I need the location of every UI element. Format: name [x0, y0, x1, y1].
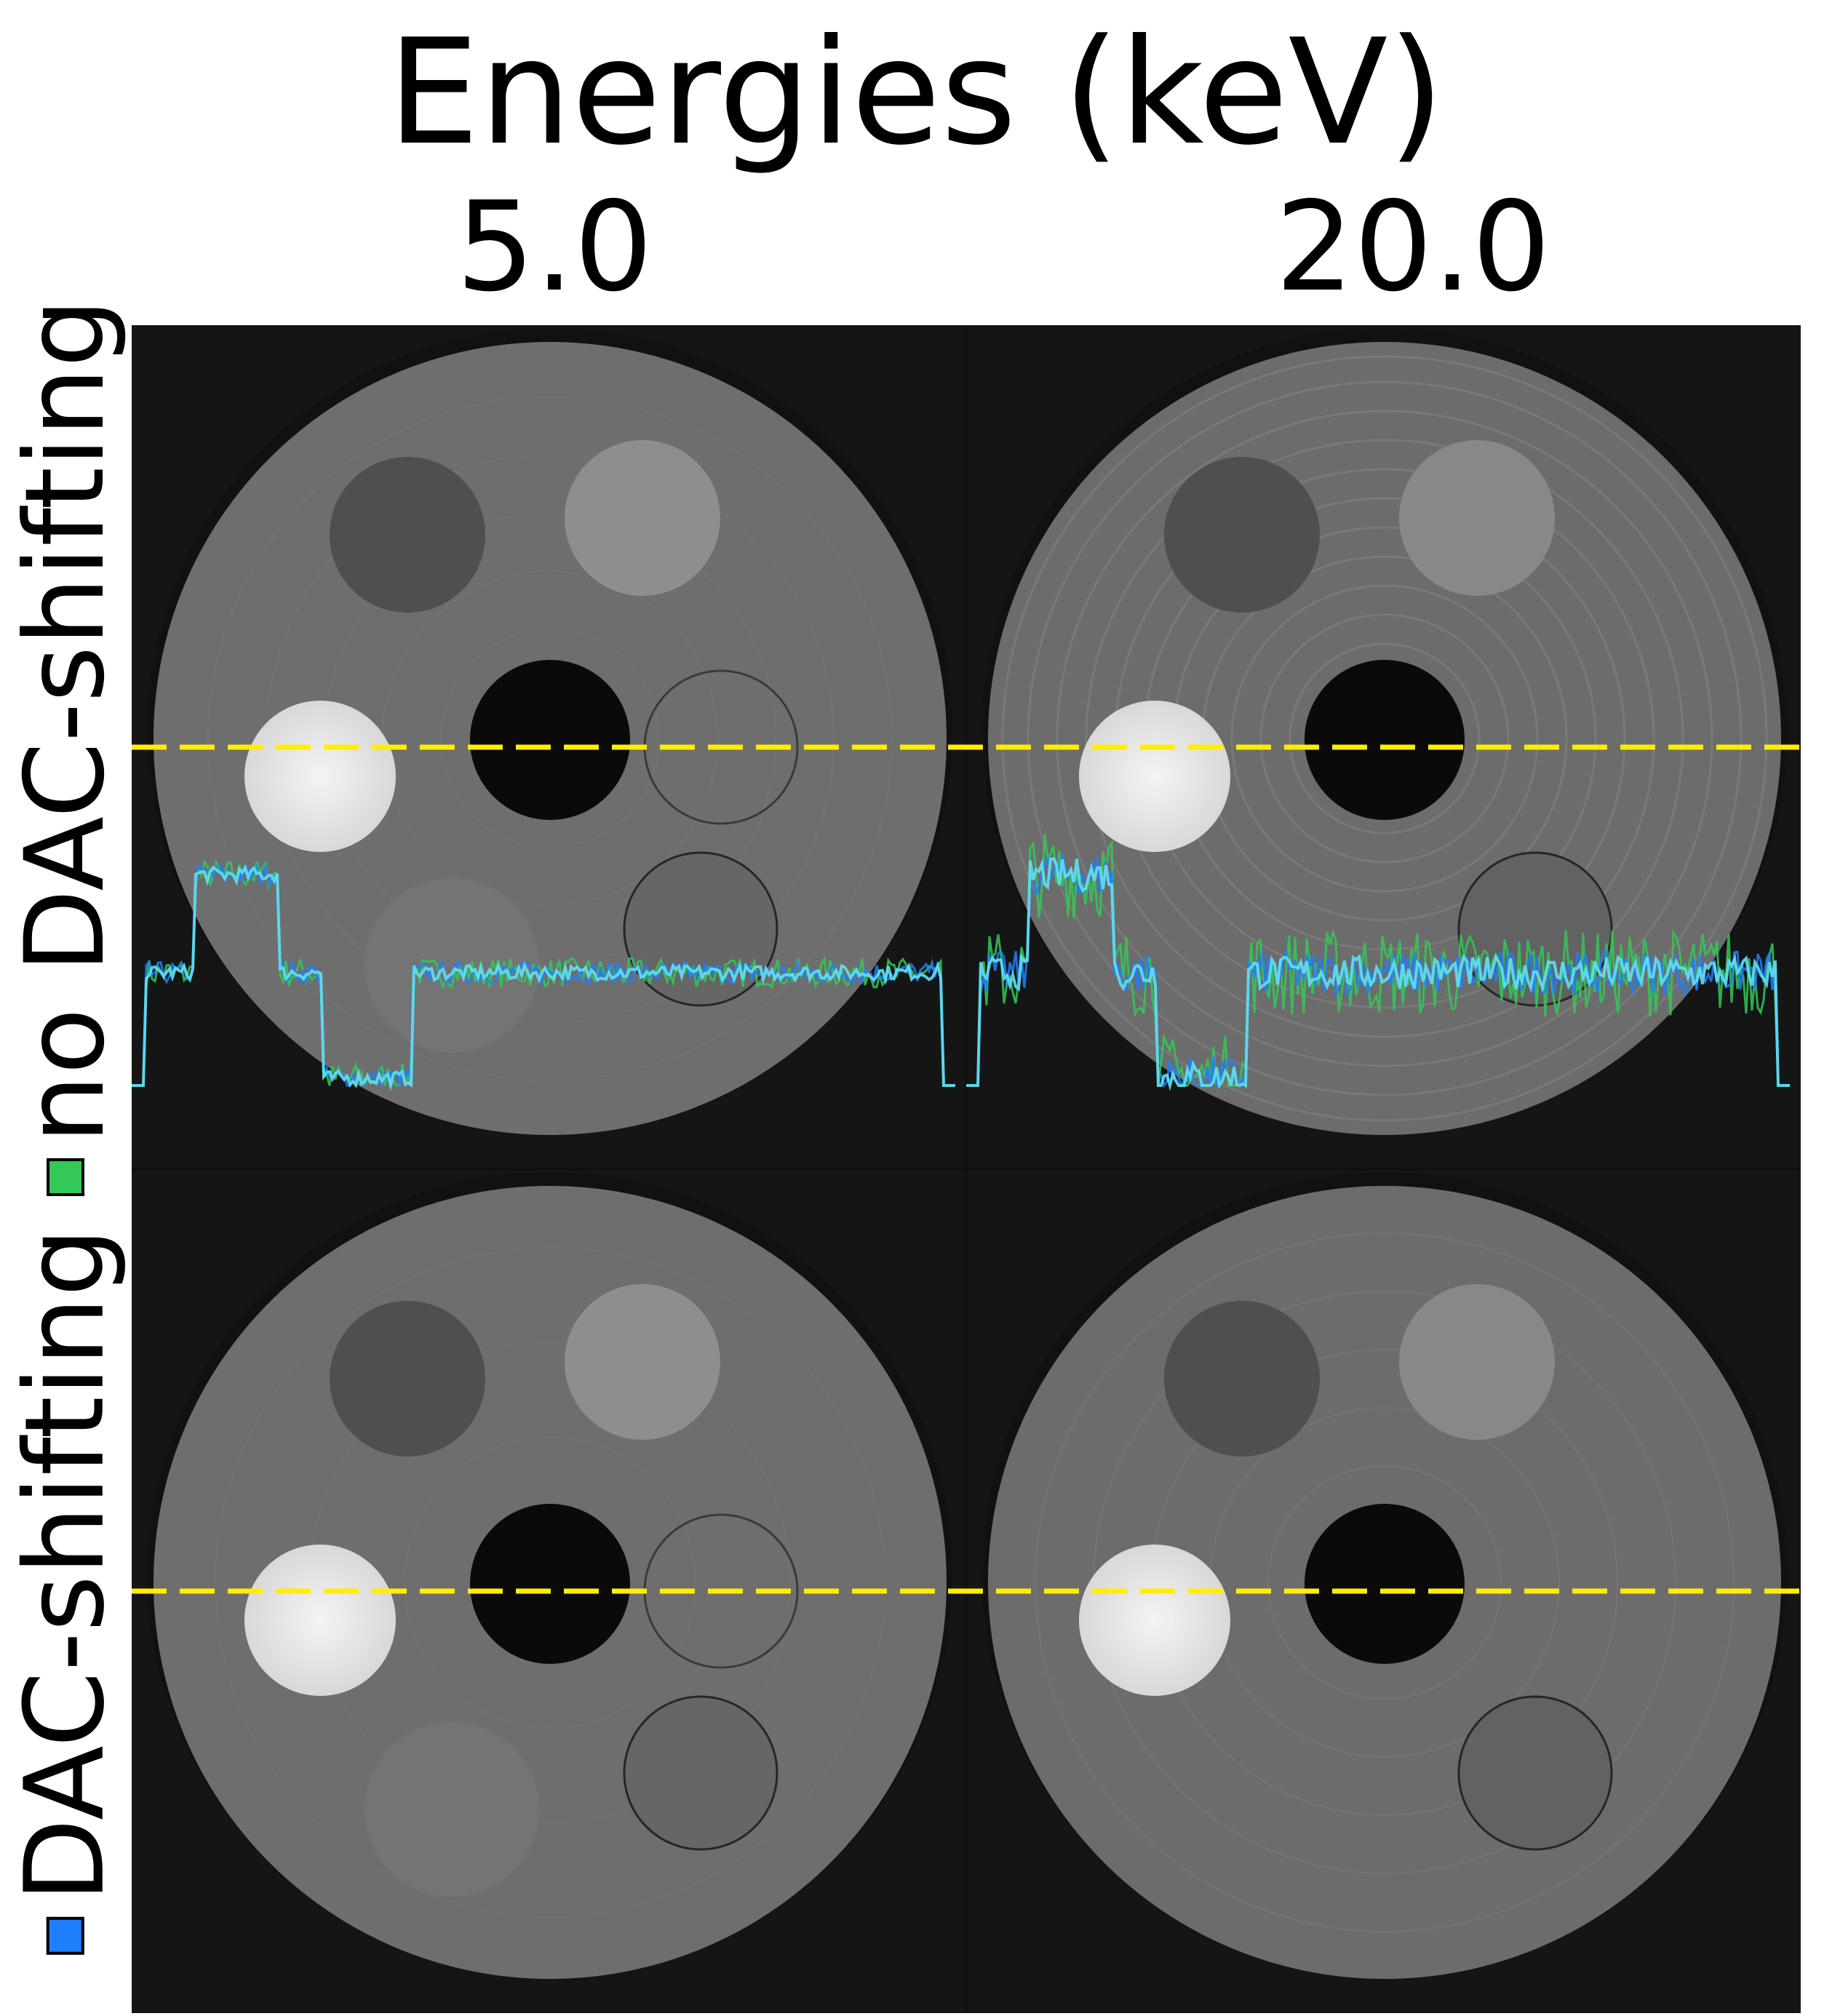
- line-profiles: [132, 834, 1790, 1091]
- panel-dac-20kev: [982, 1172, 1787, 1979]
- bright-insert: [244, 701, 396, 852]
- air-insert: [470, 660, 630, 820]
- faint-insert-lower: [365, 1722, 539, 1897]
- faint-insert-lower: [365, 878, 539, 1053]
- light-insert: [565, 440, 720, 596]
- panel-no-dac-5kev: [148, 328, 952, 1135]
- bright-insert: [1079, 701, 1230, 852]
- bright-insert: [1079, 1545, 1230, 1696]
- air-insert: [1305, 1504, 1465, 1664]
- faint-insert: [1457, 1695, 1613, 1851]
- dark-insert: [330, 457, 485, 613]
- light-insert: [1399, 1284, 1555, 1440]
- profile-overlap-20kev: [966, 857, 1790, 1091]
- dark-insert: [330, 1301, 485, 1457]
- profile-dac-5kev: [132, 862, 955, 1088]
- panel-dac-5kev: [148, 1172, 952, 1979]
- profile-overlap-5kev: [132, 864, 955, 1091]
- dark-insert: [1164, 1301, 1320, 1457]
- ct-reconstruction-grid: [132, 325, 1801, 2013]
- light-insert: [565, 1284, 720, 1440]
- air-insert: [1305, 660, 1465, 820]
- faint-insert: [623, 1695, 778, 1851]
- row-label-no-dac: no DAC-shifting: [0, 298, 131, 1197]
- faint-insert: [623, 851, 778, 1007]
- bright-insert: [244, 1545, 396, 1696]
- air-insert: [470, 1504, 630, 1664]
- row-label-dac-text: DAC-shifting: [2, 1227, 130, 1903]
- figure-title: Energies (keV): [387, 8, 1445, 178]
- column-label-20kev: 20.0: [1275, 175, 1551, 319]
- blue-legend-swatch: [47, 1916, 85, 1955]
- row-label-dac: DAC-shifting: [0, 1169, 131, 2013]
- light-insert: [1399, 440, 1555, 596]
- panel-no-dac-20kev: [982, 328, 1787, 1135]
- dark-insert: [1164, 457, 1320, 613]
- column-label-5kev: 5.0: [455, 175, 653, 319]
- row-label-no-dac-text: no DAC-shifting: [2, 298, 129, 1144]
